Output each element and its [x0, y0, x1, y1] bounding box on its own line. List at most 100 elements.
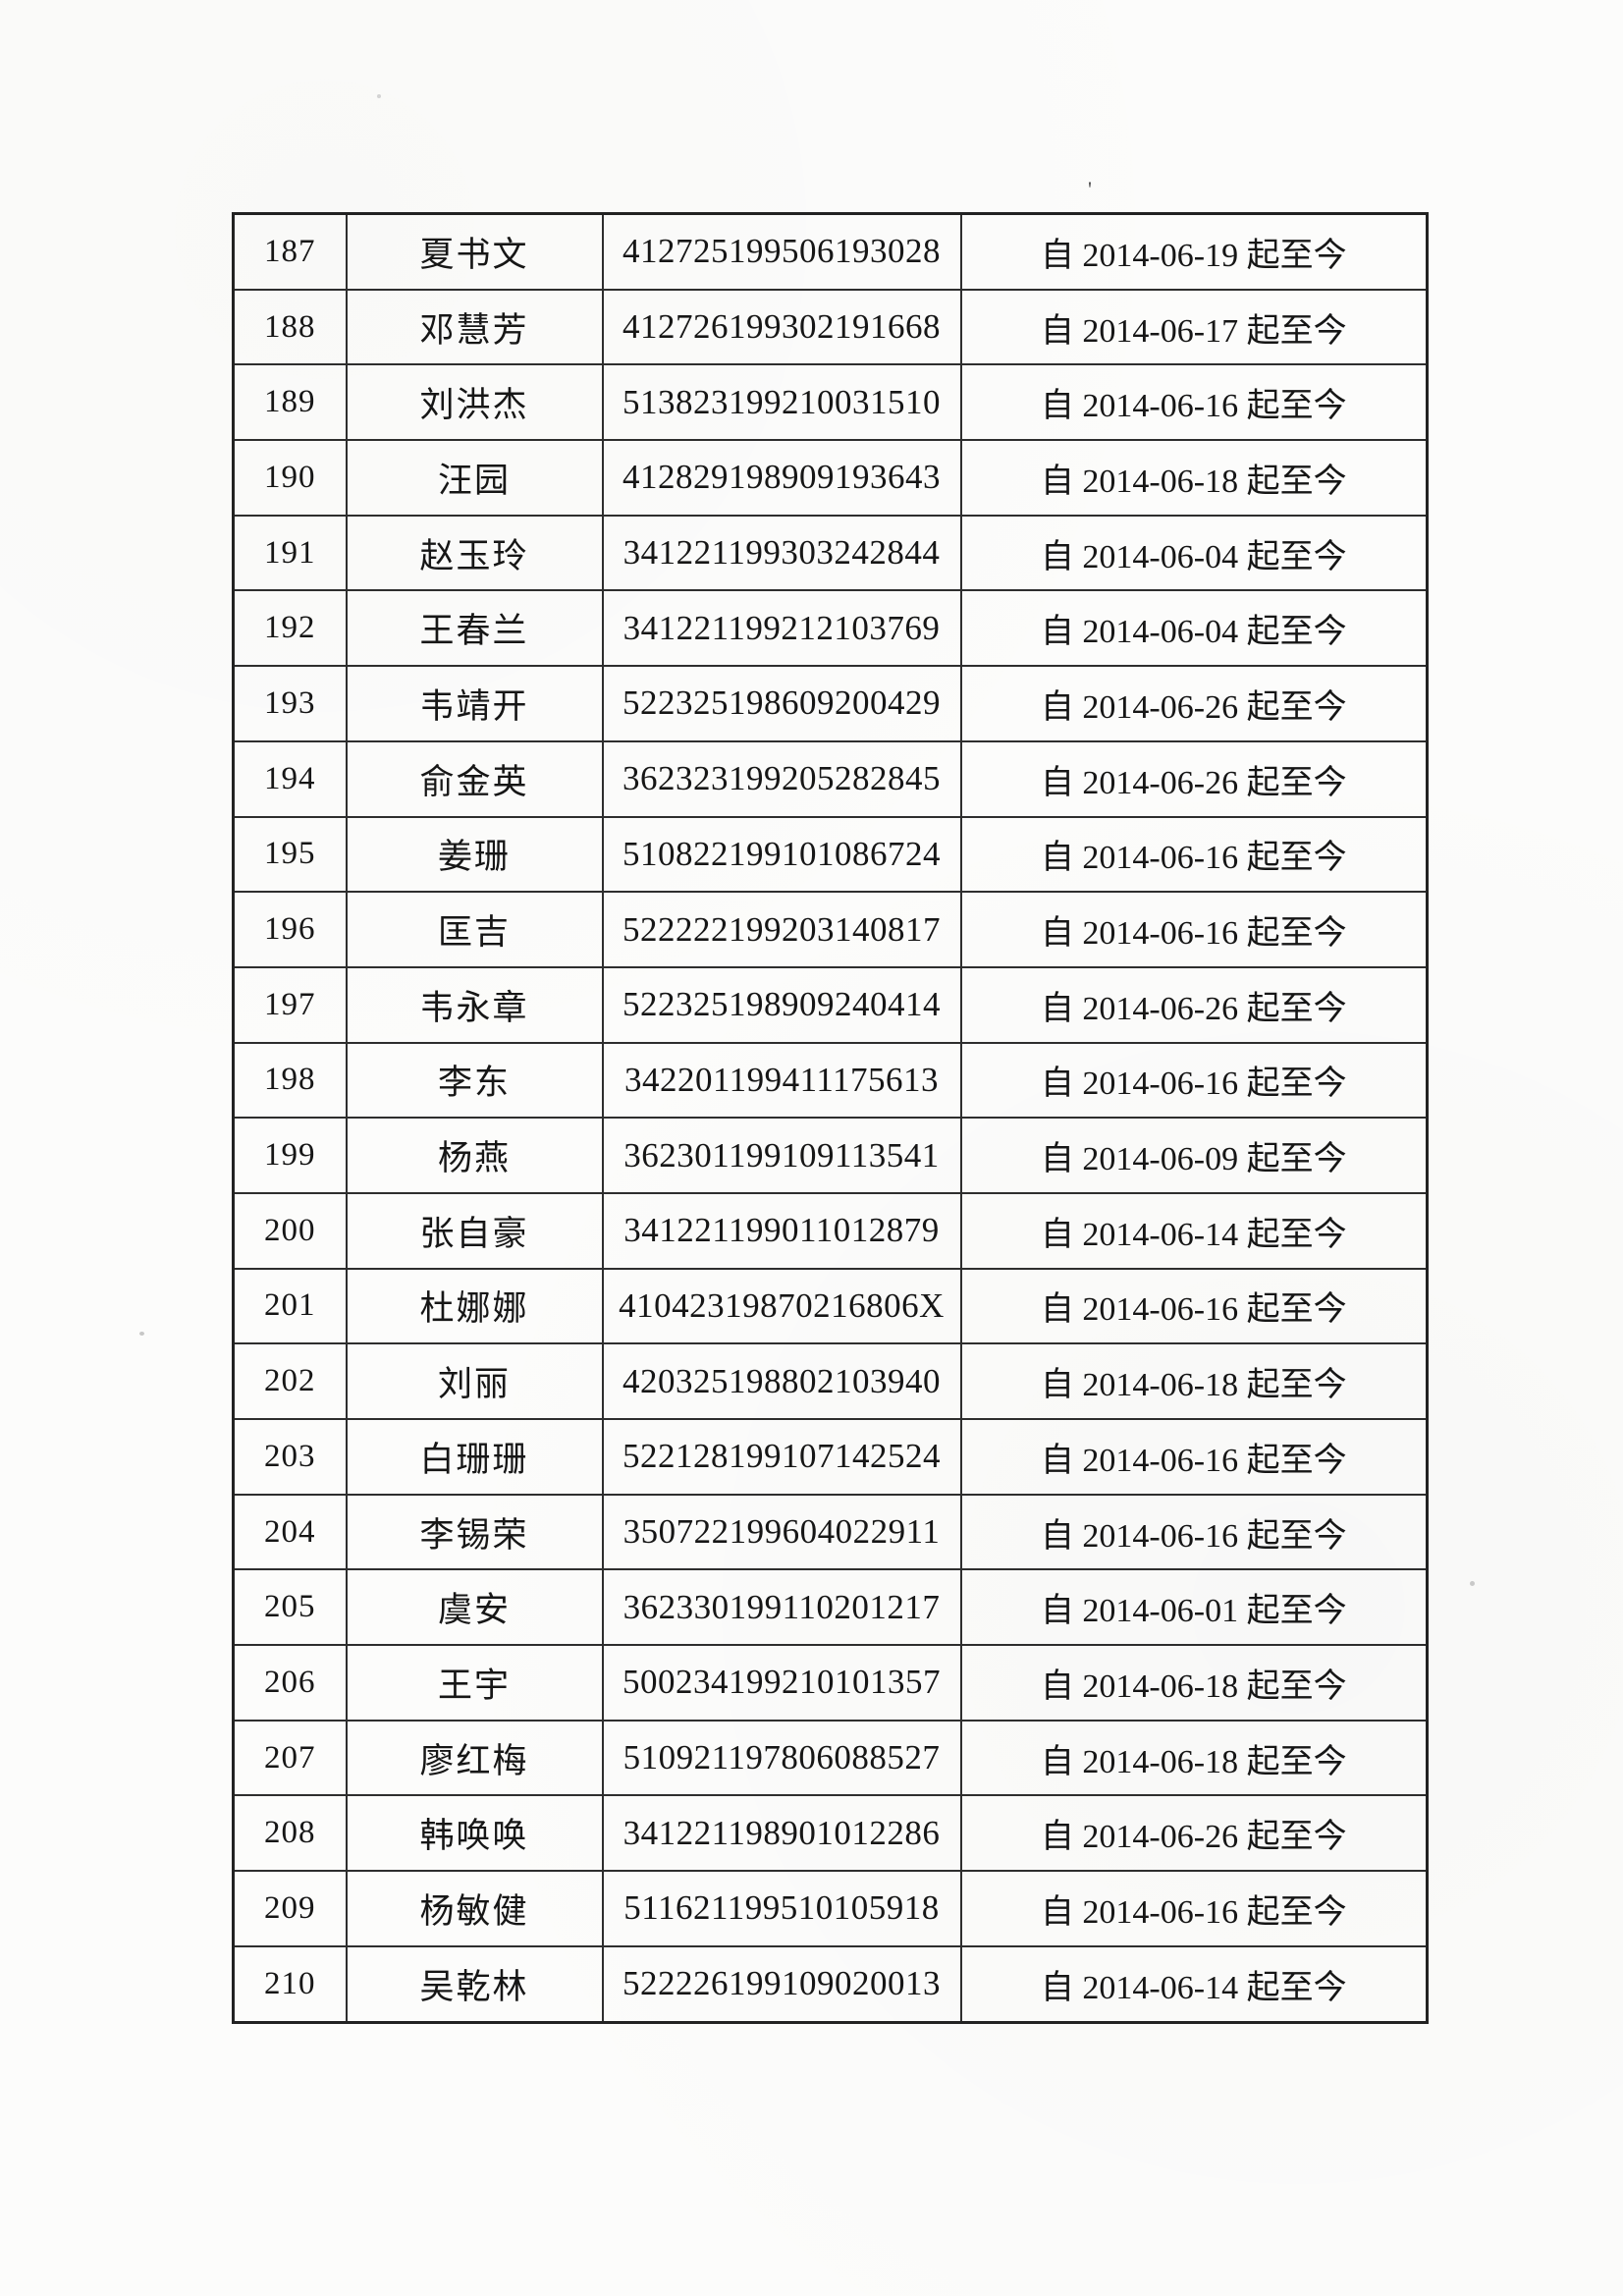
name-cell: 白珊珊	[345, 1418, 604, 1496]
name-cell: 吴乾林	[345, 1944, 604, 2024]
id-number-cell: 341221199011012879	[601, 1191, 962, 1270]
row-index-cell: 188	[232, 288, 348, 366]
row-index-cell: 190	[232, 439, 348, 517]
name-cell: 邓慧芳	[345, 288, 604, 366]
row-index-cell: 204	[232, 1493, 348, 1571]
table-row: 208 韩唤唤 341221198901012286 自 2014-06-26 …	[232, 1794, 1429, 1873]
id-number-cell: 362330199110201217	[601, 1568, 962, 1647]
table-row: 196 匡吉 522222199203140817 自 2014-06-16 起…	[232, 891, 1429, 968]
table-row: 189 刘洪杰 513823199210031510 自 2014-06-16 …	[232, 363, 1429, 442]
table-row: 209 杨敏健 511621199510105918 自 2014-06-16 …	[232, 1870, 1429, 1947]
scan-speck-dot	[139, 1332, 144, 1336]
name-cell: 杨敏健	[345, 1870, 604, 1947]
name-cell: 王春兰	[345, 589, 604, 668]
period-cell: 自 2014-06-26 起至今	[959, 739, 1429, 818]
period-cell: 自 2014-06-04 起至今	[959, 589, 1429, 668]
row-index-cell: 187	[232, 212, 348, 291]
period-cell: 自 2014-06-16 起至今	[959, 1041, 1429, 1120]
scan-speck-tick: '	[1088, 177, 1092, 201]
period-cell: 自 2014-06-18 起至今	[959, 439, 1429, 517]
id-number-cell: 500234199210101357	[601, 1644, 962, 1722]
name-cell: 王宇	[345, 1644, 604, 1722]
id-number-cell: 522128199107142524	[601, 1418, 962, 1496]
period-cell: 自 2014-06-18 起至今	[959, 1342, 1429, 1420]
name-cell: 刘洪杰	[345, 363, 604, 442]
table-row: 200 张自豪 341221199011012879 自 2014-06-14 …	[232, 1191, 1429, 1270]
name-cell: 廖红梅	[345, 1719, 604, 1797]
id-number-cell: 341221198901012286	[601, 1794, 962, 1873]
table-row: 198 李东 342201199411175613 自 2014-06-16 起…	[232, 1041, 1429, 1120]
id-number-cell: 522226199109020013	[601, 1944, 962, 2024]
row-index-cell: 203	[232, 1418, 348, 1496]
row-index-cell: 194	[232, 739, 348, 818]
id-number-cell: 362323199205282845	[601, 739, 962, 818]
row-index-cell: 205	[232, 1568, 348, 1647]
period-cell: 自 2014-06-19 起至今	[959, 212, 1429, 291]
id-number-cell: 420325198802103940	[601, 1342, 962, 1420]
scan-speck-dot	[1470, 1581, 1475, 1586]
id-number-cell: 510921197806088527	[601, 1719, 962, 1797]
period-cell: 自 2014-06-18 起至今	[959, 1644, 1429, 1722]
table-row: 194 俞金英 362323199205282845 自 2014-06-26 …	[232, 739, 1429, 818]
id-number-cell: 341221199212103769	[601, 589, 962, 668]
roster-table: 187 夏书文 412725199506193028 自 2014-06-19 …	[232, 212, 1429, 2024]
table-row: 205 虞安 362330199110201217 自 2014-06-01 起…	[232, 1568, 1429, 1647]
table-row: 190 汪园 412829198909193643 自 2014-06-18 起…	[232, 439, 1429, 517]
table-row: 207 廖红梅 510921197806088527 自 2014-06-18 …	[232, 1719, 1429, 1797]
period-cell: 自 2014-06-26 起至今	[959, 1794, 1429, 1873]
name-cell: 韩唤唤	[345, 1794, 604, 1873]
id-number-cell: 522325198609200429	[601, 665, 962, 742]
period-cell: 自 2014-06-16 起至今	[959, 815, 1429, 894]
row-index-cell: 198	[232, 1041, 348, 1120]
period-cell: 自 2014-06-26 起至今	[959, 665, 1429, 742]
period-cell: 自 2014-06-16 起至今	[959, 1267, 1429, 1345]
id-number-cell: 522325198909240414	[601, 965, 962, 1044]
period-cell: 自 2014-06-16 起至今	[959, 1870, 1429, 1947]
period-cell: 自 2014-06-16 起至今	[959, 1418, 1429, 1496]
period-cell: 自 2014-06-16 起至今	[959, 363, 1429, 442]
table-row: 201 杜娜娜 41042319870216806X 自 2014-06-16 …	[232, 1267, 1429, 1345]
name-cell: 杨燕	[345, 1117, 604, 1194]
period-cell: 自 2014-06-01 起至今	[959, 1568, 1429, 1647]
id-number-cell: 412725199506193028	[601, 212, 962, 291]
id-number-cell: 362301199109113541	[601, 1117, 962, 1194]
row-index-cell: 193	[232, 665, 348, 742]
name-cell: 姜珊	[345, 815, 604, 894]
name-cell: 赵玉玲	[345, 514, 604, 592]
id-number-cell: 342201199411175613	[601, 1041, 962, 1120]
table-row: 192 王春兰 341221199212103769 自 2014-06-04 …	[232, 589, 1429, 668]
row-index-cell: 196	[232, 891, 348, 968]
row-index-cell: 197	[232, 965, 348, 1044]
table-row: 187 夏书文 412725199506193028 自 2014-06-19 …	[232, 212, 1429, 291]
row-index-cell: 201	[232, 1267, 348, 1345]
table-row: 203 白珊珊 522128199107142524 自 2014-06-16 …	[232, 1418, 1429, 1496]
row-index-cell: 209	[232, 1870, 348, 1947]
id-number-cell: 350722199604022911	[601, 1493, 962, 1571]
name-cell: 夏书文	[345, 212, 604, 291]
table-row: 210 吴乾林 522226199109020013 自 2014-06-14 …	[232, 1944, 1429, 2024]
period-cell: 自 2014-06-14 起至今	[959, 1944, 1429, 2024]
period-cell: 自 2014-06-09 起至今	[959, 1117, 1429, 1194]
table-row: 202 刘丽 420325198802103940 自 2014-06-18 起…	[232, 1342, 1429, 1420]
table-row: 188 邓慧芳 412726199302191668 自 2014-06-17 …	[232, 288, 1429, 366]
row-index-cell: 206	[232, 1644, 348, 1722]
period-cell: 自 2014-06-14 起至今	[959, 1191, 1429, 1270]
id-number-cell: 41042319870216806X	[601, 1267, 962, 1345]
table-row: 197 韦永章 522325198909240414 自 2014-06-26 …	[232, 965, 1429, 1044]
scan-speck-dot	[377, 94, 381, 98]
row-index-cell: 192	[232, 589, 348, 668]
period-cell: 自 2014-06-17 起至今	[959, 288, 1429, 366]
table-row: 195 姜珊 510822199101086724 自 2014-06-16 起…	[232, 815, 1429, 894]
name-cell: 虞安	[345, 1568, 604, 1647]
row-index-cell: 189	[232, 363, 348, 442]
id-number-cell: 412829198909193643	[601, 439, 962, 517]
name-cell: 韦永章	[345, 965, 604, 1044]
id-number-cell: 522222199203140817	[601, 891, 962, 968]
table-row: 191 赵玉玲 341221199303242844 自 2014-06-04 …	[232, 514, 1429, 592]
period-cell: 自 2014-06-26 起至今	[959, 965, 1429, 1044]
id-number-cell: 513823199210031510	[601, 363, 962, 442]
id-number-cell: 511621199510105918	[601, 1870, 962, 1947]
name-cell: 张自豪	[345, 1191, 604, 1270]
row-index-cell: 210	[232, 1944, 348, 2024]
